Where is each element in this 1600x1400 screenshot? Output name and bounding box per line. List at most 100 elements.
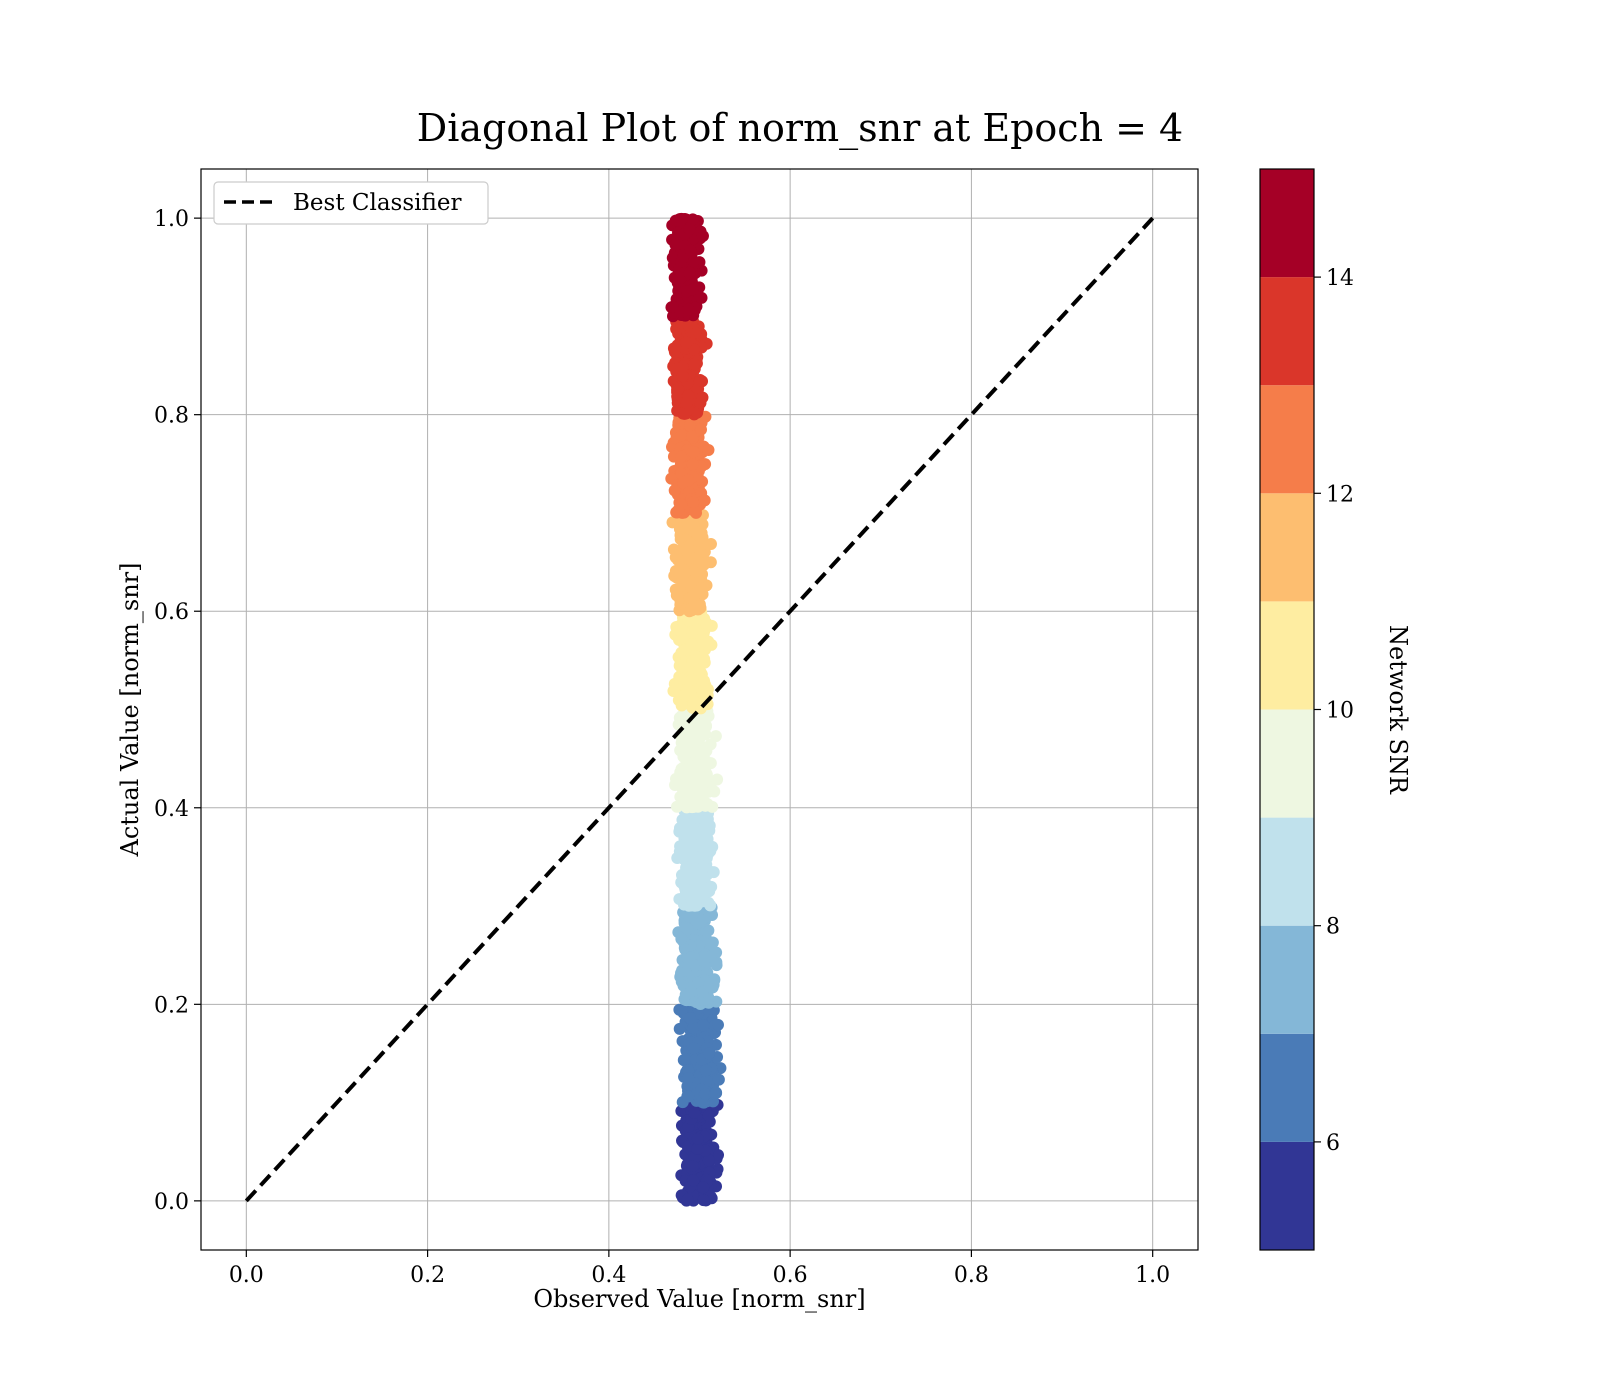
scatter-point [687,1021,700,1034]
scatter-point [683,267,696,280]
scatter-point [681,923,694,936]
colorbar-bin [1260,601,1314,710]
colorbar-bin [1260,277,1314,386]
scatter-point [668,484,681,497]
colorbar-tick-label: 8 [1326,915,1340,940]
best-classifier-line [244,216,1155,1203]
scatter-point [702,924,715,937]
scatter-point [676,370,689,383]
scatter-point [693,863,706,876]
scatter-point [697,1019,710,1032]
colorbar-tick-label: 14 [1326,266,1354,291]
scatter-point [686,429,699,442]
scatter-point [685,576,698,589]
scatter-point [675,699,688,712]
scatter-point [685,638,698,651]
scatter-point [712,1073,725,1086]
colorbar-bin [1260,493,1314,602]
scatter-points [665,212,727,1207]
colorbar-bin [1260,925,1314,1034]
scatter-point [684,850,697,863]
x-tick-label: 0.6 [773,1263,808,1288]
colorbar-bin [1260,1141,1314,1250]
scatter-point [700,617,713,630]
scatter-point [698,494,711,507]
scatter-point [680,397,693,410]
scatter-point [686,872,699,885]
scatter-point [684,1012,697,1025]
scatter-point [672,504,685,517]
y-axis-label: Actual Value [norm_snr] [116,563,144,858]
colorbar-ticks: 6 8 10 12 14 [1314,266,1354,1156]
scatter-point [691,1132,704,1145]
scatter-point [697,1181,710,1194]
scatter-point [675,429,688,442]
legend: Best Classifier [213,181,489,225]
scatter-point [702,443,715,456]
scatter-point [694,423,707,436]
scatter-point [682,318,695,331]
scatter-point [675,450,688,463]
scatter-point [690,785,703,798]
scatter-point [712,1148,725,1161]
scatter-point [688,1106,701,1119]
colorbar-bin [1260,1033,1314,1142]
y-tick-label: 0.0 [154,1190,189,1215]
scatter-point [682,303,695,316]
scatter-point [683,223,696,236]
scatter-point [687,496,700,509]
scatter-point [681,1140,694,1153]
scatter-point [708,785,721,798]
scatter-point [695,718,708,731]
scatter-point [686,458,699,471]
scatter-point [682,1090,695,1103]
scatter-point [686,213,699,226]
y-tick-label: 0.8 [154,404,189,429]
scatter-point [685,603,698,616]
scatter-point [686,673,699,686]
colorbar-bin [1260,817,1314,926]
colorbar-tick-label: 6 [1326,1131,1340,1156]
colorbar-bin [1260,169,1314,278]
x-axis-label: Observed Value [norm_snr] [533,1285,865,1313]
scatter-point [695,291,708,304]
colorbar-tick-label: 10 [1326,699,1354,724]
scatter-point [679,988,692,1001]
plot-area: 0.0 0.2 0.4 0.6 0.8 1.0 0.0 0.2 0.4 0.6 0.8 1.0 [154,168,1199,1288]
y-tick-label: 1.0 [154,207,189,232]
scatter-point [704,738,717,751]
scatter-point [695,557,708,570]
scatter-point [703,1047,716,1060]
colorbar: 6 8 10 12 14 Network SNR [1259,168,1412,1251]
x-tick-label: 1.0 [1135,1263,1170,1288]
scatter-point [681,744,694,757]
scatter-point [694,396,707,409]
colorbar-bin [1260,385,1314,494]
x-tick-label: 0.0 [229,1263,264,1288]
scatter-point [682,474,695,487]
scatter-point [686,654,699,667]
scatter-point [699,1087,712,1100]
scatter-point [689,839,702,852]
scatter-point [707,866,720,879]
scatter-point [691,406,704,419]
scatter-point [702,844,715,857]
scatter-point [711,1018,724,1031]
colorbar-label: Network SNR [1384,625,1412,795]
colorbar-bins [1260,169,1314,1250]
scatter-point [711,773,724,786]
scatter-point [710,1086,723,1099]
scatter-point [679,689,692,702]
scatter-point [686,897,699,910]
y-tick-label: 0.2 [154,993,189,1018]
scatter-point [681,1193,694,1206]
scatter-point [691,1142,704,1155]
scatter-point [693,598,706,611]
scatter-point [702,1109,715,1122]
scatter-point [701,815,714,828]
scatter-point [667,685,680,698]
scatter-point [682,1071,695,1084]
scatter-point [687,1042,700,1055]
scatter-point [685,798,698,811]
